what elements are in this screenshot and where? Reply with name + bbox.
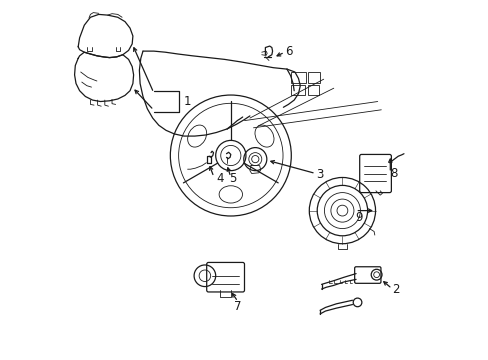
Bar <box>291 85 305 95</box>
Text: 1: 1 <box>183 95 190 108</box>
Text: 7: 7 <box>234 300 241 313</box>
Text: 6: 6 <box>284 45 292 58</box>
Text: 3: 3 <box>315 168 323 181</box>
Text: 8: 8 <box>389 167 397 180</box>
Bar <box>307 85 319 95</box>
Text: 4: 4 <box>216 172 224 185</box>
Bar <box>291 72 306 83</box>
Text: 9: 9 <box>355 211 362 224</box>
Text: 2: 2 <box>391 283 399 296</box>
Bar <box>307 72 320 83</box>
Text: 5: 5 <box>229 172 236 185</box>
